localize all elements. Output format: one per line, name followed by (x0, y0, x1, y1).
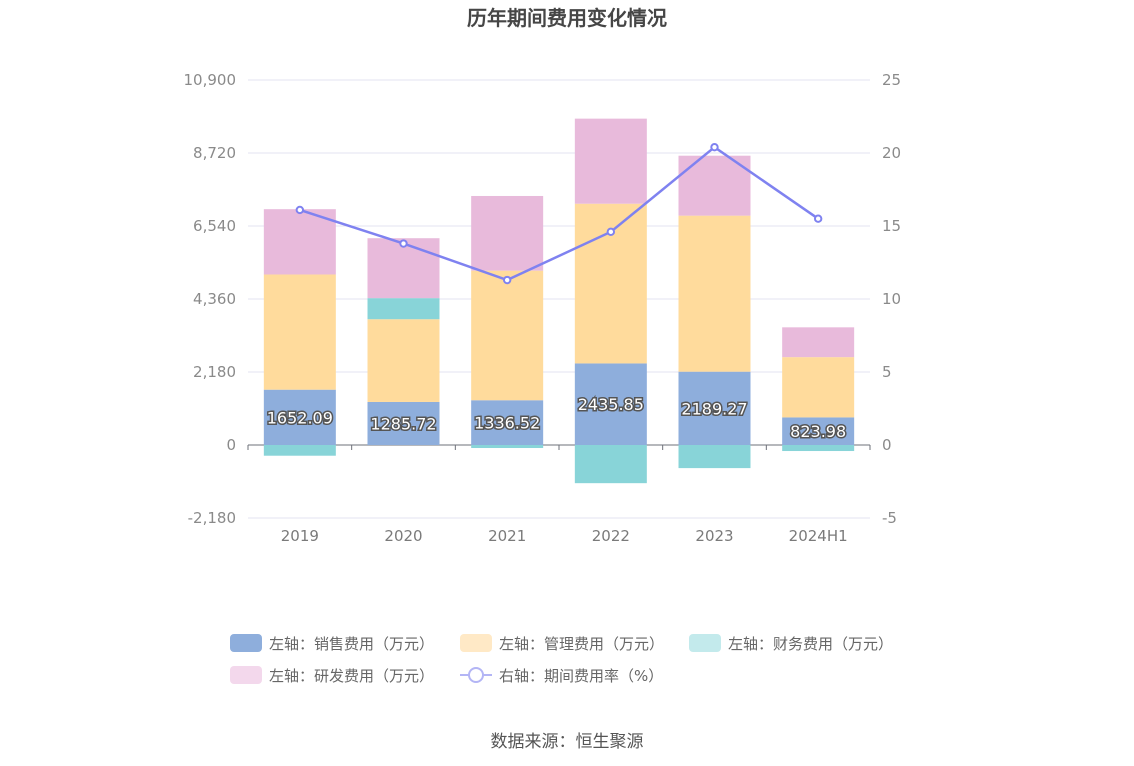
bar-segment-2 (678, 215, 751, 372)
y-right-tick-label: -5 (882, 509, 897, 527)
data-label: 1336.52 (474, 414, 540, 433)
legend-swatch (230, 666, 262, 684)
legend-label: 左轴：研发费用（万元） (269, 667, 434, 685)
rate-point (710, 142, 719, 152)
legend-label: 左轴：财务费用（万元） (728, 635, 893, 653)
bars (263, 118, 855, 484)
y-left-tick-label: -2,180 (188, 509, 236, 527)
y-left-tick-label: 10,900 (184, 71, 237, 89)
legend-item[interactable]: 左轴：管理费用（万元） (460, 634, 664, 653)
bar-segment-4 (782, 327, 855, 358)
legend-label: 左轴：管理费用（万元） (499, 635, 664, 653)
bar-segment-4 (574, 118, 647, 204)
grid (248, 79, 870, 519)
bar-segment-3 (263, 445, 336, 456)
legend-item[interactable]: 右轴：期间费用率（%） (460, 667, 663, 685)
legend-swatch (460, 634, 492, 652)
bar-segment-1 (263, 389, 336, 445)
bar-segment-1 (574, 363, 647, 445)
bar-segment-3 (678, 445, 751, 469)
y-left-tick-label: 2,180 (193, 363, 236, 381)
x-tick-label: 2024H1 (789, 527, 848, 545)
bar-segment-1 (678, 371, 751, 445)
bar-segment-4 (471, 195, 544, 271)
data-labels: 1652.09 1285.72 1336.52 2435.85 2189.27 823.9… (265, 394, 847, 443)
legend-item[interactable]: 左轴：销售费用（万元） (230, 634, 434, 653)
y-right-tick-label: 5 (882, 363, 892, 381)
rate-line-path (299, 145, 819, 282)
bar-segment-2 (782, 357, 855, 418)
x-tick-label: 2023 (695, 527, 733, 545)
x-tick-label: 2020 (384, 527, 422, 545)
bar-segment-4 (367, 238, 440, 299)
bar-segment-2 (367, 319, 440, 402)
y-right-tick-label: 10 (882, 290, 901, 308)
y-right-tick-label: 25 (882, 71, 901, 89)
legend-item[interactable]: 左轴：研发费用（万元） (230, 666, 434, 685)
rate-line (295, 142, 823, 285)
legend-label: 右轴：期间费用率（%） (499, 667, 663, 685)
rate-point (502, 275, 512, 285)
rate-point (295, 205, 305, 215)
bar-segment-3 (367, 298, 440, 320)
bar-segment-1 (782, 417, 855, 445)
bar-segment-2 (471, 270, 544, 401)
y-right-tick-label: 15 (882, 217, 901, 235)
axes: 10,900 25 8,720 20 6,540 15 4,360 10 2,180 5 0 0 -2,… (184, 71, 902, 545)
y-left-tick-label: 6,540 (193, 217, 236, 235)
rate-point (399, 239, 408, 248)
bar-segment-1 (367, 401, 440, 445)
chart-title: 历年期间费用变化情况 (467, 6, 667, 30)
legend-label: 左轴：销售费用（万元） (269, 635, 434, 653)
bar-segment-3 (471, 445, 544, 449)
y-left-tick-label: 8,720 (193, 144, 236, 162)
y-left-tick-label: 0 (226, 436, 236, 454)
legend-item[interactable]: 左轴：财务费用（万元） (689, 634, 893, 653)
x-tick-label: 2019 (281, 527, 319, 545)
data-label: 1652.09 (267, 408, 333, 427)
data-label: 2189.27 (681, 399, 747, 418)
y-right-tick-label: 20 (882, 144, 901, 162)
data-label: 823.98 (790, 422, 846, 441)
rate-point (606, 227, 616, 237)
bar-segment-3 (574, 445, 647, 484)
x-tick-label: 2021 (488, 527, 526, 545)
rate-point (813, 214, 823, 223)
bar-segment-3 (782, 445, 855, 452)
bar-segment-1 (471, 400, 544, 445)
y-right-tick-label: 0 (882, 436, 892, 454)
legend-swatch (230, 634, 262, 652)
x-tick-label: 2022 (592, 527, 630, 545)
data-label: 1285.72 (370, 414, 436, 433)
bar-segment-4 (263, 209, 336, 275)
source-note: 数据来源：恒生聚源 (491, 732, 644, 752)
bar-segment-2 (263, 274, 336, 390)
data-label: 2435.85 (578, 395, 644, 414)
legend: 左轴：销售费用（万元） 左轴：管理费用（万元） 左轴：财务费用（万元） 左轴：研发费用… (230, 634, 893, 685)
y-left-tick-label: 4,360 (193, 290, 236, 308)
legend-circle-marker (468, 667, 484, 683)
legend-swatch (689, 634, 721, 652)
